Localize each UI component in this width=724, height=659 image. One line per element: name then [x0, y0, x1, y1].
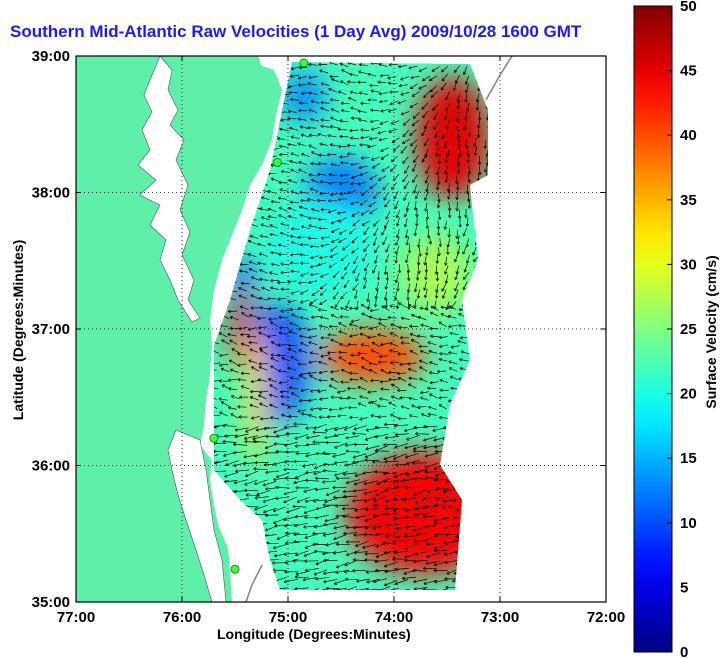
y-tick-label: 38:00	[32, 185, 70, 202]
colorbar-tick-label: 25	[680, 321, 697, 338]
land-mass	[76, 56, 282, 602]
y-axis-label: Latitude (Degrees:Minutes)	[10, 239, 26, 421]
y-axis-ticks: 39:00 38:00 37:00 36:00 35:00	[32, 48, 606, 611]
station-marker	[272, 157, 282, 167]
y-tick-label: 39:00	[32, 48, 70, 65]
x-tick-label: 77:00	[57, 609, 95, 626]
grid-lines	[76, 56, 606, 602]
colorbar-tick-label: 0	[680, 644, 688, 659]
velocity-region	[245, 329, 267, 466]
station-marker	[230, 564, 240, 574]
colorbar-tick-label: 30	[680, 256, 697, 273]
station-marker	[209, 433, 219, 443]
colorbar-label: Surface Velocity (cm/s)	[703, 255, 719, 409]
x-axis-ticks: 77:00 76:00 75:00 74:00 73:00 72:00	[57, 56, 625, 626]
colorbar-tick-label: 5	[680, 579, 688, 596]
colorbar-ticks: 0 5 10 15 20 25 30 35 40 45 50	[667, 0, 697, 659]
x-tick-label: 76:00	[163, 609, 201, 626]
hf-radar-stations	[209, 58, 309, 574]
bay-water	[137, 56, 201, 323]
coastline-offshore	[245, 56, 513, 602]
colorbar-tick-label: 45	[680, 63, 697, 80]
colorbar-tick-label: 20	[680, 386, 697, 403]
velocity-region	[319, 329, 426, 384]
colorbar-tick-label: 35	[680, 192, 697, 209]
x-axis-label: Longitude (Degrees:Minutes)	[217, 626, 411, 642]
colorbar	[633, 5, 673, 653]
x-tick-label: 72:00	[587, 609, 625, 626]
x-tick-label: 74:00	[375, 609, 413, 626]
colorbar-tick-label: 15	[680, 450, 697, 467]
y-tick-label: 36:00	[32, 458, 70, 475]
sound-water	[167, 429, 227, 602]
station-marker	[299, 58, 309, 68]
colorbar-tick-label: 10	[680, 515, 697, 532]
colorbar-tick-label: 40	[680, 127, 697, 144]
x-tick-label: 75:00	[269, 609, 307, 626]
y-tick-label: 37:00	[32, 321, 70, 338]
velocity-region	[282, 69, 326, 125]
colorbar-tick-label: 50	[680, 0, 697, 15]
y-tick-label: 35:00	[32, 594, 70, 611]
chart-title: Southern Mid-Atlantic Raw Velocities (1 …	[10, 22, 582, 41]
x-tick-label: 73:00	[481, 609, 519, 626]
velocity-region	[415, 76, 488, 200]
